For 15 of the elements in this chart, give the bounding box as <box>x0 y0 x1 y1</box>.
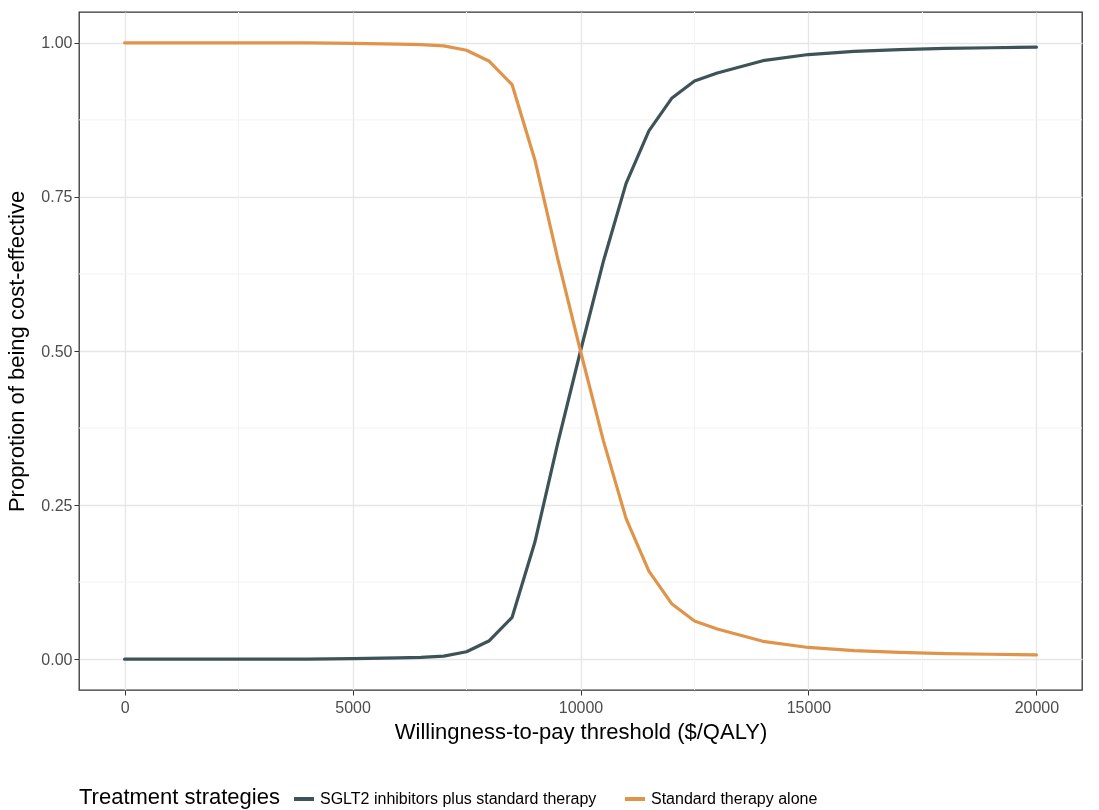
x-axis-title: Willingness-to-pay threshold ($/QALY) <box>394 718 768 744</box>
y-tick-label: 0.25 <box>41 496 73 514</box>
legend-title: Treatment strategies <box>79 784 280 809</box>
legend-label: Standard therapy alone <box>651 790 818 807</box>
x-tick-label: 10000 <box>558 698 604 716</box>
y-tick-label: 0.50 <box>41 342 73 360</box>
y-tick-label: 0.00 <box>41 650 73 668</box>
x-tick-label: 15000 <box>786 698 832 716</box>
x-tick-label: 0 <box>120 698 130 716</box>
legend-label: SGLT2 inhibitors plus standard therapy <box>320 790 597 807</box>
y-tick-label: 1.00 <box>41 34 73 52</box>
x-tick-label: 5000 <box>335 698 371 716</box>
x-tick-label: 20000 <box>1014 698 1060 716</box>
y-tick-label: 0.75 <box>41 188 73 206</box>
y-axis-title: Proprotion of being cost-effective <box>4 190 30 513</box>
